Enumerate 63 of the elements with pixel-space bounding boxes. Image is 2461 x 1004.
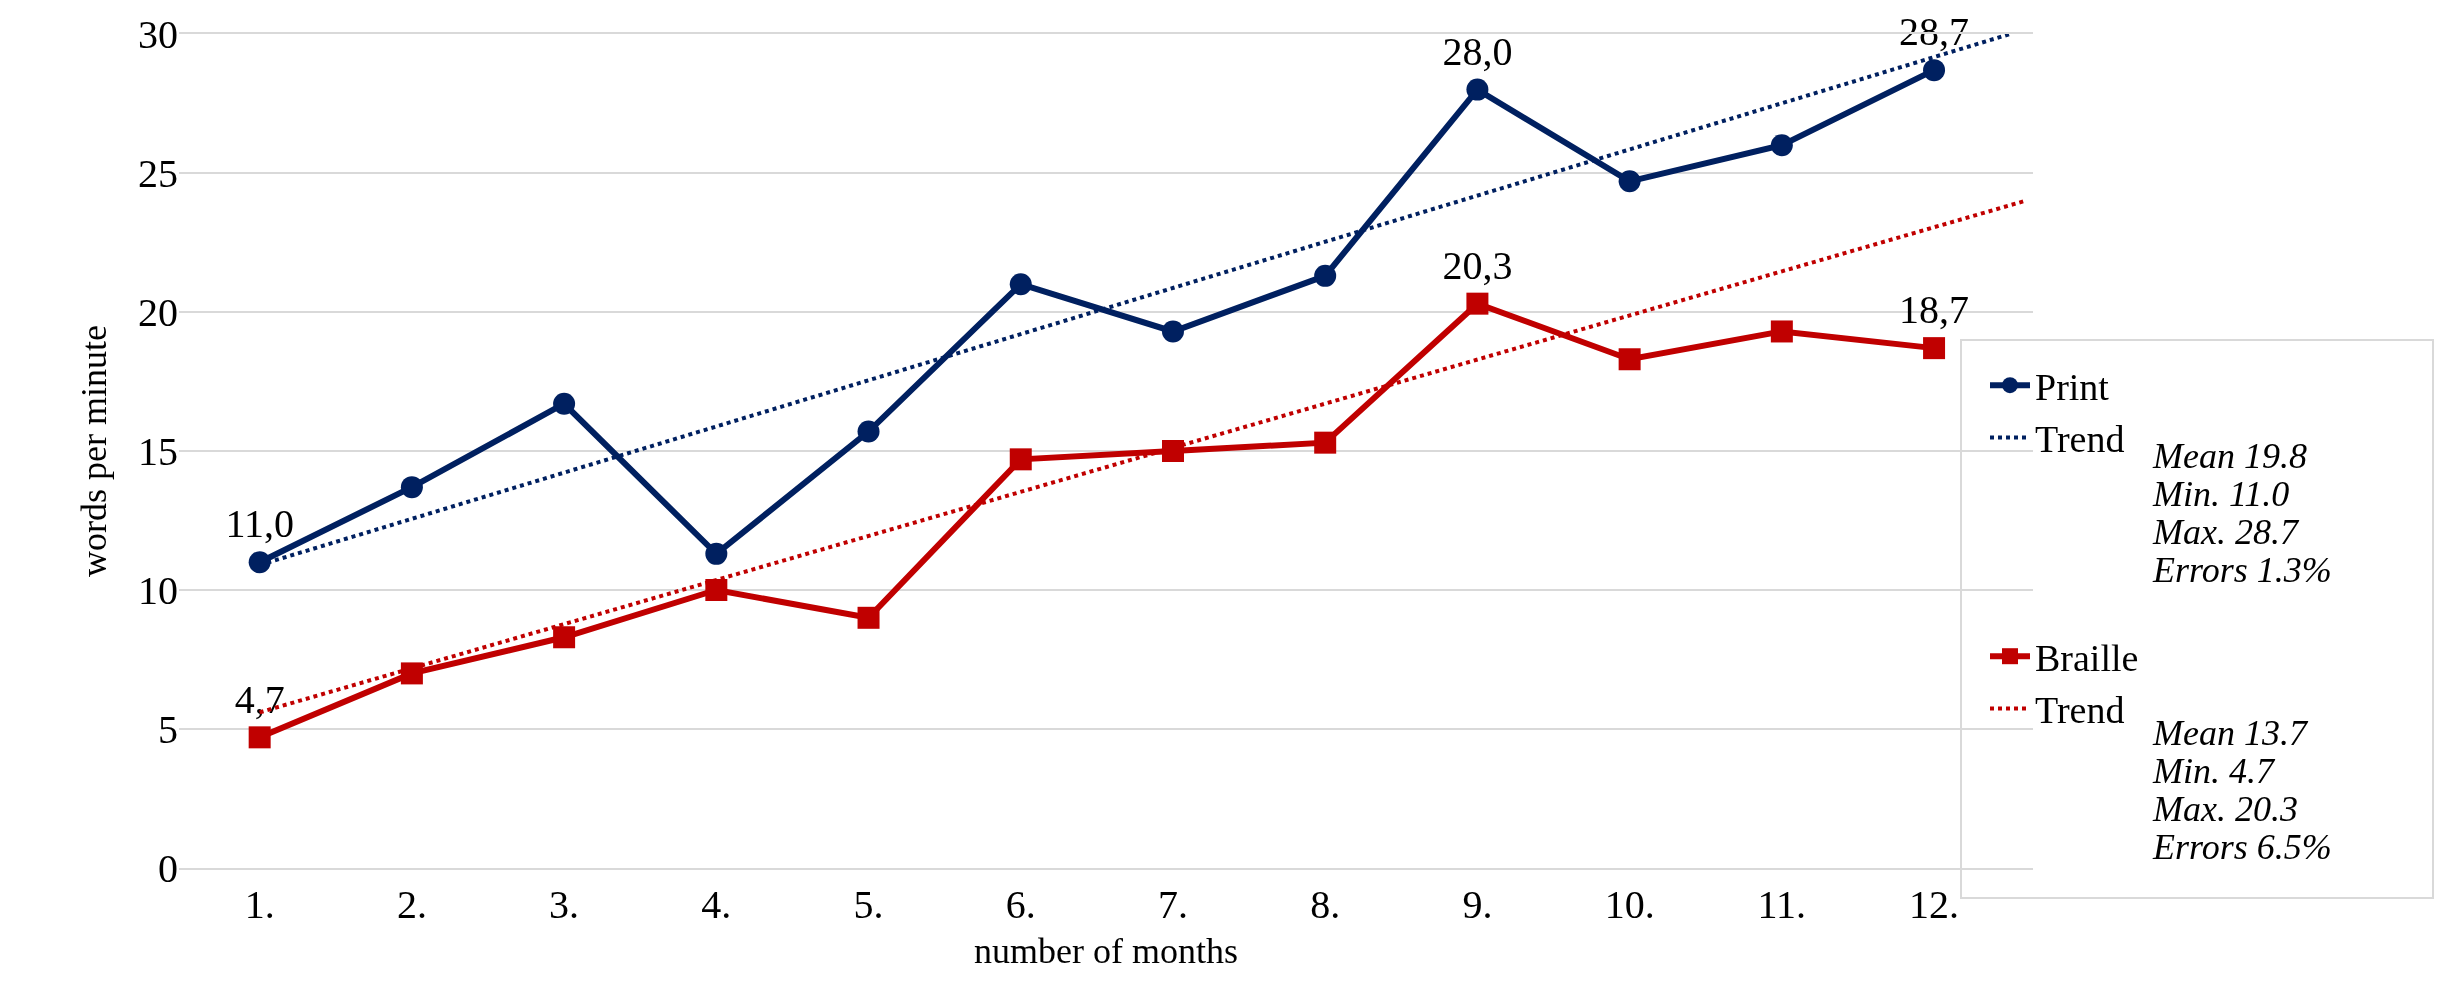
text: Max. 20.3 [2152,789,2298,829]
x-tick-label: 5. [853,882,884,927]
x-tick-label: 2. [396,882,427,927]
point [1009,273,1032,296]
x-tick-label: 10. [1604,882,1655,927]
data-label: 18,7 [1899,287,1970,333]
x-axis-title: number of months [974,931,1238,972]
x-tick-label: 11. [1757,882,1807,927]
y-axis-title: words per minute [73,325,114,577]
point [400,476,423,499]
point [400,662,423,685]
point [1618,348,1641,371]
text: Max. 28.7 [2152,512,2300,552]
point [1314,264,1337,287]
x-tick-label: 3. [549,882,580,927]
point [553,626,576,649]
y-tick-label: 30 [138,12,178,57]
point [1466,78,1489,101]
point [1161,440,1184,462]
x-tick-label: 8. [1310,882,1341,927]
point [1009,448,1032,471]
legend-label: Trend [2035,418,2125,461]
text: Errors 1.3% [2152,550,2332,590]
point [705,542,728,565]
point [705,579,728,601]
data-label: 11,0 [225,501,294,547]
x-tick-label: 12. [1909,882,1960,927]
legend-label: Trend [2035,689,2125,732]
y-tick-label: 20 [138,290,178,335]
point [857,420,880,443]
data-label: 28,0 [1442,28,1513,74]
point [248,726,271,749]
y-tick-label: 10 [138,568,178,613]
point [1770,134,1793,157]
text: Mean 13.7 [2152,713,2309,753]
y-tick-label: 25 [138,151,178,196]
x-tick-label: 1. [244,882,275,927]
legend-label: Braille [2035,637,2139,680]
x-tick-label: 4. [701,882,732,927]
x-tick-label: 7. [1157,882,1188,927]
point [1466,292,1489,315]
point [248,551,271,574]
x-tick-label: 6. [1005,882,1036,927]
data-label: 20,3 [1442,242,1513,288]
point [1923,59,1946,82]
point [553,392,576,415]
point [1314,431,1337,454]
y-tick-label: 5 [158,707,178,752]
data-label: 4,7 [234,676,285,722]
text: Min. 4.7 [2152,751,2276,791]
x-tick-label: 9. [1462,882,1493,927]
text: Mean 19.8 [2152,436,2307,476]
text: Errors 6.5% [2152,827,2332,867]
y-tick-label: 0 [158,846,178,891]
point [1770,320,1793,343]
point [1161,320,1184,343]
data-label: 28,7 [1899,9,1970,55]
legend-label: Print [2035,366,2110,409]
y-tick-label: 15 [138,429,178,474]
text: Min. 11.0 [2152,474,2290,514]
point [1923,337,1946,360]
point [1618,170,1641,193]
point [857,606,880,629]
